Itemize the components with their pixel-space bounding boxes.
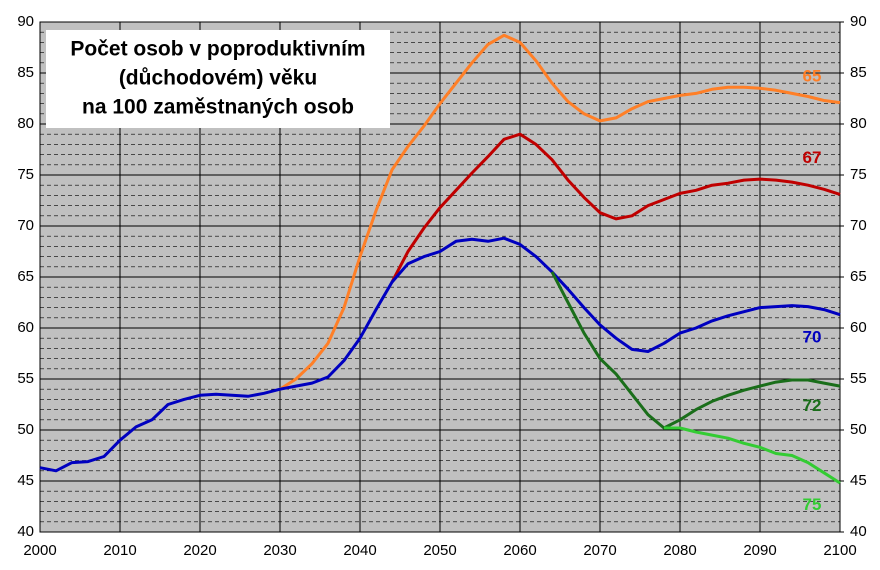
series-label: 75 (803, 495, 822, 514)
y2-tick-label: 55 (850, 370, 867, 387)
x-tick-label: 2050 (423, 542, 456, 559)
y2-tick-label: 65 (850, 268, 867, 285)
chart-title: na 100 zaměstnaných osob (82, 96, 354, 119)
y2-tick-label: 45 (850, 472, 867, 489)
series-line (664, 426, 841, 485)
series-label: 70 (803, 328, 822, 347)
series-label: 72 (803, 396, 822, 415)
series-line (279, 33, 841, 391)
x-tick-label: 2090 (743, 542, 776, 559)
y-tick-label: 45 (17, 472, 34, 489)
y-tick-label: 75 (17, 166, 34, 183)
y-tick-label: 60 (17, 319, 34, 336)
y2-tick-label: 90 (850, 13, 867, 30)
series-line (390, 132, 841, 283)
x-tick-label: 2060 (503, 542, 536, 559)
y2-tick-label: 70 (850, 217, 867, 234)
y-tick-label: 40 (17, 523, 34, 540)
chart-title: (důchodovém) věku (119, 67, 317, 90)
series-line (550, 271, 841, 430)
y-tick-label: 85 (17, 64, 34, 81)
x-tick-label: 2080 (663, 542, 696, 559)
y-tick-label: 65 (17, 268, 34, 285)
y-tick-label: 90 (17, 13, 34, 30)
y-tick-label: 50 (17, 421, 34, 438)
chart-title: Počet osob v poproduktivním (70, 38, 365, 61)
series-label: 65 (803, 67, 822, 86)
y-tick-label: 80 (17, 115, 34, 132)
x-tick-label: 2000 (23, 542, 56, 559)
x-tick-label: 2010 (103, 542, 136, 559)
title-box (46, 30, 390, 128)
series-line (39, 236, 841, 473)
y-tick-label: 55 (17, 370, 34, 387)
x-tick-label: 2100 (823, 542, 856, 559)
x-tick-label: 2030 (263, 542, 296, 559)
plot-border (39, 21, 841, 533)
y-tick-label: 70 (17, 217, 34, 234)
y2-tick-label: 85 (850, 64, 867, 81)
y2-tick-label: 75 (850, 166, 867, 183)
x-tick-label: 2070 (583, 542, 616, 559)
y2-tick-label: 50 (850, 421, 867, 438)
x-tick-label: 2040 (343, 542, 376, 559)
x-tick-label: 2020 (183, 542, 216, 559)
series-label: 67 (803, 148, 822, 167)
y2-tick-label: 40 (850, 523, 867, 540)
y2-tick-label: 80 (850, 115, 867, 132)
y2-tick-label: 60 (850, 319, 867, 336)
